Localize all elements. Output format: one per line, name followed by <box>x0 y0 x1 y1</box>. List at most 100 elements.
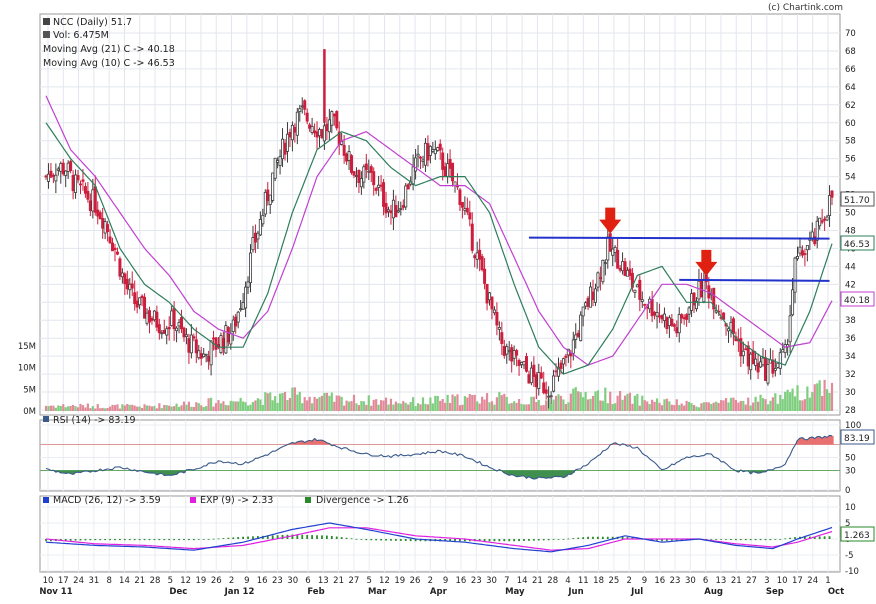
volume-bar <box>589 399 591 411</box>
divergence-bar <box>572 538 574 539</box>
candle-body <box>777 363 779 367</box>
volume-bar <box>321 396 323 411</box>
volume-bar <box>737 403 739 411</box>
candle-body <box>183 328 185 337</box>
x-day-label: 17 <box>792 576 803 586</box>
legend-ma10: Moving Avg (10) C -> 46.53 <box>43 58 175 69</box>
x-day-label: 14 <box>517 576 528 586</box>
volume-bar <box>811 392 813 411</box>
candle-body <box>661 315 663 319</box>
divergence-bar <box>242 537 244 539</box>
candle-body <box>624 262 626 276</box>
candle-body <box>171 311 173 326</box>
volume-bar <box>163 405 165 411</box>
volume-bar <box>173 406 175 411</box>
volume-bar <box>424 404 426 411</box>
rsi-overbought-fill <box>831 436 834 445</box>
x-day-label: 21 <box>731 576 742 586</box>
volume-bar <box>646 401 648 411</box>
divergence-bar <box>405 539 407 541</box>
volume-bar <box>585 392 587 411</box>
rsi-oversold-fill <box>547 471 550 478</box>
candle-body <box>277 161 279 163</box>
candle-body <box>326 124 328 130</box>
x-day-label: 23 <box>272 576 283 586</box>
divergence-bar <box>710 539 712 540</box>
rsi-oversold-fill <box>557 471 560 477</box>
volume-bar <box>740 401 742 411</box>
volume-bar <box>134 406 136 411</box>
x-month-label: Dec <box>169 587 187 597</box>
divergence-bar <box>592 537 594 539</box>
candle-body <box>294 127 296 132</box>
volume-bar <box>131 405 133 411</box>
volume-bar <box>269 392 271 411</box>
volume-bar <box>279 394 281 411</box>
volume-bar <box>249 405 251 411</box>
price-tag-ma10: 46.53 <box>841 236 874 250</box>
volume-bar <box>486 393 488 411</box>
volume-bar <box>577 391 579 411</box>
volume-bar <box>614 403 616 411</box>
candle-body <box>47 174 49 181</box>
candle-body <box>188 339 190 353</box>
candle-body <box>136 301 138 307</box>
volume-bar <box>67 406 69 411</box>
volume-bar <box>762 398 764 411</box>
candle-body <box>166 329 168 335</box>
volume-bar <box>422 397 424 411</box>
rsi-oversold-fill <box>168 471 171 476</box>
divergence-bar <box>720 539 722 540</box>
rsi-overbought-fill <box>814 439 817 445</box>
macd-tick-label: 10 <box>845 503 856 513</box>
divergence-bar <box>163 539 165 540</box>
candle-body <box>419 157 421 158</box>
volume-bar <box>136 407 138 411</box>
volume-bar <box>198 403 200 411</box>
candle-body <box>552 376 554 391</box>
divergence-bar <box>306 535 308 539</box>
volume-bar <box>316 399 318 411</box>
candle-body <box>363 167 365 182</box>
volume-bar <box>516 403 518 411</box>
candle-body <box>156 312 158 327</box>
volume-bar <box>582 397 584 411</box>
volume-bar <box>205 406 207 411</box>
volume-bar <box>437 396 439 411</box>
price-tick-label: 30 <box>845 388 856 398</box>
x-day-label: 18 <box>593 576 604 586</box>
candle-body <box>163 330 165 333</box>
price-tag-last: 51.70 <box>841 192 874 206</box>
volume-bar <box>794 396 796 411</box>
volume-bar <box>483 400 485 411</box>
x-day-label: 1 <box>825 576 830 586</box>
volume-bar <box>759 395 761 411</box>
candle-body <box>281 139 283 158</box>
x-day-label: 28 <box>150 576 161 586</box>
volume-bar <box>407 404 409 411</box>
volume-bar <box>713 403 715 411</box>
candle-body <box>252 238 254 250</box>
x-day-label: 13 <box>318 576 329 586</box>
volume-bar <box>493 405 495 411</box>
divergence-bar <box>188 539 190 540</box>
candle-body <box>651 299 653 315</box>
volume-bar <box>183 402 185 411</box>
x-month-label: Apr <box>430 587 448 597</box>
volume-bar <box>405 403 407 411</box>
volume-bar <box>72 405 74 411</box>
price-tag-ma10-text: 46.53 <box>844 240 870 250</box>
candle-body <box>535 375 537 387</box>
candle-body <box>247 282 249 287</box>
divergence-bar <box>784 538 786 539</box>
volume-bar <box>653 402 655 411</box>
divergence-bar <box>227 538 229 539</box>
candle-body <box>824 219 826 220</box>
candle-body <box>70 162 72 171</box>
volume-bar <box>382 401 384 411</box>
rsi-oversold-fill <box>560 471 563 477</box>
divergence-bar <box>538 539 540 540</box>
volume-bar <box>476 401 478 411</box>
x-month-label: Jun <box>567 587 583 597</box>
volume-bar <box>535 402 537 411</box>
